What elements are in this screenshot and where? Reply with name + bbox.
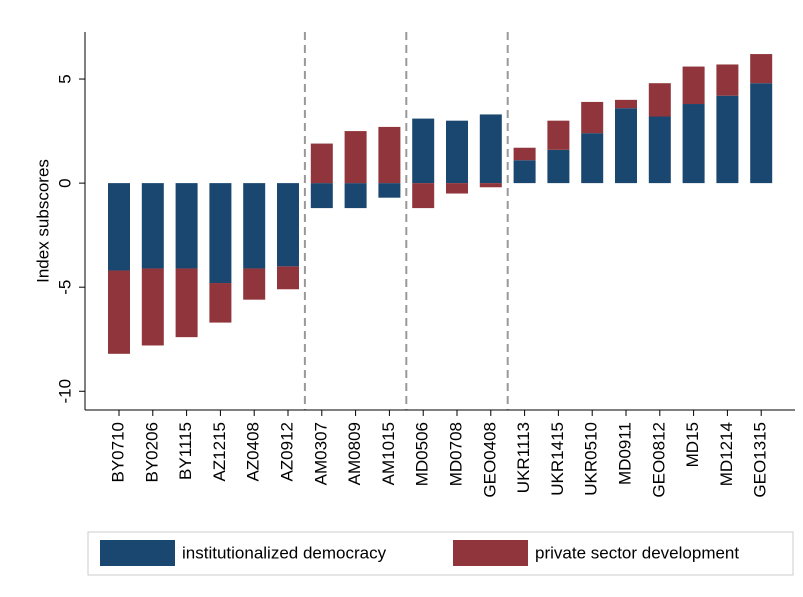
- bar-segment: [581, 101, 604, 134]
- bar-segment: [716, 64, 739, 96]
- x-tick-label: AZ0408: [244, 422, 263, 482]
- x-tick-label: AZ1215: [210, 422, 229, 482]
- x-tick-label: MD0708: [446, 422, 465, 486]
- x-tick-label: AM0809: [345, 422, 364, 485]
- bar-segment: [648, 116, 671, 184]
- bar-segment: [175, 183, 198, 269]
- bar-segment: [750, 83, 773, 184]
- bar-segment: [108, 183, 130, 271]
- bar-segment: [209, 283, 232, 323]
- bar-segment: [310, 183, 333, 209]
- bar-segment: [108, 270, 130, 354]
- bar-segment: [175, 268, 198, 338]
- bar-segment: [310, 143, 333, 184]
- bar-segment: [682, 66, 705, 105]
- y-tick-label: -10: [55, 379, 74, 404]
- x-tick-label: AM0307: [311, 422, 330, 485]
- x-tick-label: UKR0510: [582, 422, 601, 496]
- bar-segment: [479, 114, 502, 184]
- bar-segment: [378, 183, 401, 198]
- bar-segment: [750, 54, 773, 84]
- x-tick-label: AM1015: [379, 422, 398, 485]
- bar-segment: [547, 149, 570, 184]
- y-axis-title: Index subscores: [33, 159, 52, 283]
- y-tick-label: -5: [55, 280, 74, 295]
- legend-swatch: [100, 540, 175, 566]
- bar-segment: [682, 104, 705, 184]
- bar-segment: [378, 126, 401, 184]
- x-tick-label: BY1115: [176, 422, 195, 480]
- bar-segment: [412, 118, 435, 184]
- bar-segment: [209, 183, 232, 284]
- bar-segment: [243, 268, 266, 300]
- bar-segment: [615, 108, 637, 184]
- bar-segment: [243, 183, 266, 269]
- x-tick-label: MD0506: [413, 422, 432, 486]
- legend-swatch: [453, 540, 528, 566]
- bar-segment: [277, 183, 299, 267]
- y-tick-label: 5: [55, 74, 74, 83]
- legend-label: institutionalized democracy: [182, 543, 387, 562]
- bar-segment: [141, 183, 164, 269]
- bar-segment: [513, 160, 536, 184]
- bar-segment: [547, 120, 570, 150]
- bar-segment: [344, 183, 367, 209]
- y-tick-label: 0: [55, 178, 74, 187]
- x-tick-label: GEO0408: [480, 422, 499, 498]
- x-tick-label: MD1214: [717, 422, 736, 486]
- x-tick-label: BY0710: [108, 422, 127, 483]
- bar-segment: [581, 133, 604, 184]
- bar-segment: [277, 266, 299, 290]
- bar-segment: [648, 83, 671, 117]
- x-tick-label: BY0206: [142, 422, 161, 483]
- bar-segment: [412, 183, 435, 209]
- bar-segment: [615, 99, 637, 109]
- bar-segment: [446, 183, 468, 194]
- bar-segment: [446, 120, 468, 184]
- x-tick-label: MD15: [683, 422, 702, 467]
- bar-segment: [344, 131, 367, 184]
- x-tick-label: AZ0912: [277, 422, 296, 482]
- x-tick-label: UKR1415: [548, 422, 567, 496]
- x-tick-label: MD0911: [615, 422, 634, 485]
- legend-box: [87, 531, 794, 576]
- x-tick-label: GEO1315: [751, 422, 770, 498]
- x-tick-label: UKR1113: [514, 422, 533, 493]
- bar-segment: [716, 95, 739, 184]
- legend-label: private sector development: [535, 543, 739, 562]
- bar-segment: [479, 183, 502, 188]
- x-tick-label: GEO0812: [649, 422, 668, 498]
- bar-segment: [513, 147, 536, 161]
- bar-segment: [141, 268, 164, 346]
